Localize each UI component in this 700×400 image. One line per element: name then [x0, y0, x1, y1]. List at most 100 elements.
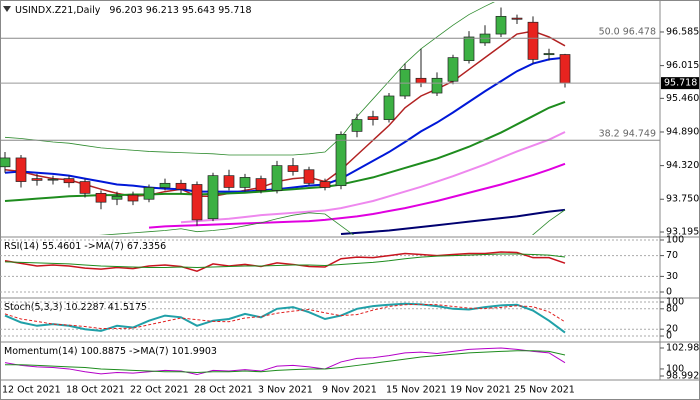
y-tick-label: 20 — [666, 324, 678, 335]
y-tick-label: 80 — [666, 303, 678, 314]
indicator-value: 67.3356 — [127, 241, 166, 252]
fib-ratio: 50.0 — [599, 26, 620, 37]
symbol: USINDX.Z21,Daily — [15, 5, 101, 16]
candle-body — [159, 182, 171, 188]
indicator-line — [180, 131, 566, 224]
panel-title: Stoch(5,3,3) 10.2287 41.5175 — [4, 302, 147, 313]
y-tick-label: 98.9926 — [666, 371, 700, 382]
y-tick-label: 0 — [666, 287, 672, 298]
indicator-value: 101.9903 — [172, 346, 217, 357]
indicator-line — [5, 350, 566, 373]
indicator-value: 41.5175 — [108, 302, 147, 313]
indicator-line — [4, 347, 566, 376]
candle-body — [559, 54, 571, 84]
candle-body — [127, 194, 139, 202]
candle-body — [63, 178, 75, 184]
y-tick-label: 30 — [666, 271, 678, 282]
y-tick-label: 94.320 — [666, 160, 699, 171]
y-tick-label: 70 — [666, 250, 678, 261]
candle-body — [111, 195, 123, 200]
indicator-name: Stoch(5,3,3) — [4, 302, 62, 313]
y-tick-label: 0 — [666, 331, 672, 342]
x-tick-label: 19 Nov 2021 — [450, 385, 511, 396]
x-tick-label: 28 Oct 2021 — [194, 385, 253, 396]
x-tick-label: 18 Oct 2021 — [66, 385, 125, 396]
candle-body — [175, 182, 187, 190]
y-tick-label: 100 — [666, 297, 684, 308]
x-tick-label: 3 Nov 2021 — [258, 385, 313, 396]
candle-body — [143, 187, 155, 200]
indicator-line — [4, 30, 566, 198]
indicator-line — [340, 208, 566, 235]
candle-body — [303, 169, 315, 184]
quote-high: 96.213 — [146, 5, 179, 16]
indicator-value: 55.4601 — [42, 241, 81, 252]
y-tick-label: 96.015 — [666, 60, 699, 71]
price-box — [661, 77, 699, 90]
fib-label: 38.2 94.749 — [599, 128, 656, 139]
x-tick-label: 9 Nov 2021 — [322, 385, 377, 396]
y-tick-label: 93.195 — [666, 226, 699, 237]
panel-title: RSI(14) 55.4601 ->MA(7) 67.3356 — [4, 241, 166, 252]
menu-icon — [3, 6, 11, 12]
indicator-value: 10.2287 — [65, 302, 104, 313]
candle-body — [367, 116, 379, 120]
indicator-line — [4, 2, 495, 156]
x-tick-label: 12 Oct 2021 — [2, 385, 61, 396]
candle-body — [511, 17, 523, 20]
indicator-name: ->MA(7) — [129, 346, 169, 357]
quote-open: 96.203 — [109, 5, 142, 16]
candle-body — [191, 184, 203, 221]
fib-label: 50.0 96.478 — [599, 26, 656, 37]
indicator-line — [4, 303, 566, 330]
candle-body — [415, 77, 427, 84]
panel-title: Momentum(14) 100.8875 ->MA(7) 101.9903 — [4, 346, 217, 357]
fib-price: 94.749 — [623, 128, 656, 139]
y-tick-label: 94.890 — [666, 126, 699, 137]
indicator-line — [4, 251, 566, 272]
candle-body — [47, 178, 59, 181]
candle-body — [495, 15, 507, 35]
candle-body — [287, 165, 299, 172]
indicator-line — [4, 302, 566, 334]
chart-title: USINDX.Z21,Daily 96.203 96.213 95.643 95… — [15, 5, 252, 16]
candle-body — [223, 175, 235, 188]
y-tick-label: 100 — [666, 235, 684, 246]
indicator-name: Momentum(14) — [4, 346, 78, 357]
indicator-line — [98, 209, 566, 235]
indicator-line — [4, 56, 566, 193]
candle-body — [447, 57, 459, 82]
x-tick-label: 22 Oct 2021 — [130, 385, 189, 396]
indicator-name: RSI(14) — [4, 241, 39, 252]
candle-body — [271, 165, 283, 191]
candle-body — [207, 175, 219, 220]
y-tick-label: 95.460 — [666, 93, 699, 104]
candle-body — [463, 36, 475, 61]
candle-body — [239, 177, 251, 188]
candle-body — [527, 21, 539, 60]
x-tick-label: 15 Nov 2021 — [386, 385, 447, 396]
candle-body — [543, 53, 555, 56]
main-plot — [0, 2, 571, 235]
price-label: 95.718 — [664, 78, 697, 89]
y-tick-label: 93.750 — [666, 194, 699, 205]
fib-ratio: 38.2 — [599, 128, 620, 139]
indicator-line — [4, 253, 566, 269]
quote-low: 95.643 — [182, 5, 215, 16]
y-tick-label: 96.585 — [666, 26, 699, 37]
candle-body — [351, 119, 363, 132]
candle-body — [255, 178, 267, 191]
y-tick-label: 102.9883 — [666, 343, 700, 354]
candle-body — [431, 77, 443, 94]
candle-body — [95, 192, 107, 203]
indicator-name: ->MA(7) — [84, 241, 124, 252]
candle-body — [335, 133, 347, 187]
candle-body — [319, 181, 331, 188]
quote-close: 95.718 — [218, 5, 251, 16]
candle-body — [79, 181, 91, 194]
x-tick-label: 25 Nov 2021 — [514, 385, 575, 396]
indicator-value: 100.8875 — [81, 346, 126, 357]
indicator-line — [148, 162, 566, 229]
candle-body — [383, 95, 395, 120]
